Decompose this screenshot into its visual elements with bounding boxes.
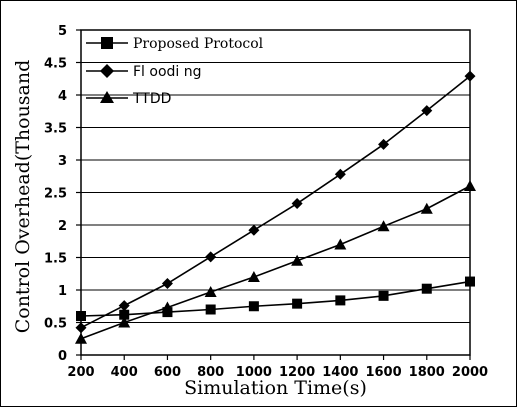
y-tick-label: 4.5 <box>44 57 67 72</box>
data-point-ttdd <box>118 316 131 328</box>
x-tick-label: 2000 <box>452 365 488 380</box>
y-tick-label: 0.5 <box>44 317 67 332</box>
data-point-fl-oodi-ng <box>205 251 217 263</box>
x-tick-label: 1000 <box>236 365 272 380</box>
x-axis-label: Simulation Time(s) <box>184 377 367 399</box>
x-tick-label: 1400 <box>322 365 358 380</box>
data-point-ttdd <box>247 271 260 282</box>
data-point-fl-oodi-ng <box>421 105 433 117</box>
data-point-proposed-protocol <box>248 301 259 312</box>
legend-marker-diamond <box>100 64 114 78</box>
data-point-fl-oodi-ng <box>334 168 346 180</box>
data-point-fl-oodi-ng <box>378 138 390 150</box>
y-tick-labels: 0 0.5 1 1.5 2 2.5 3 3.5 4 4.5 5 <box>44 24 81 364</box>
y-tick-label: 1 <box>58 284 67 299</box>
x-tick-labels: 200 400 600 800 1000 1200 1400 1600 1800 2000 <box>67 355 488 380</box>
data-point-proposed-protocol <box>335 295 346 306</box>
x-tick-label: 200 <box>67 365 94 380</box>
y-tick-label: 3 <box>58 154 67 169</box>
legend-marker-triangle <box>100 91 114 103</box>
data-point-proposed-protocol <box>292 298 303 309</box>
data-point-ttdd <box>291 254 304 266</box>
y-tick-label: 3.5 <box>44 122 67 137</box>
series-line-ttdd <box>80 185 471 340</box>
data-point-fl-oodi-ng <box>248 224 260 236</box>
data-point-fl-oodi-ng <box>161 278 173 289</box>
y-tick-label: 0 <box>58 349 67 364</box>
series-layer <box>75 70 476 344</box>
y-tick-label: 2.5 <box>44 187 67 202</box>
x-tick-label: 800 <box>197 365 224 380</box>
series-line-fl-oodi-ng <box>80 75 471 329</box>
legend-item-ttdd: TTDD <box>86 91 171 107</box>
legend-label-proposed-protocol: Proposed Protocol <box>133 36 264 52</box>
y-tick-label: 1.5 <box>44 252 67 267</box>
legend-label-flooding: Fl oodi ng <box>133 64 202 80</box>
data-point-fl-oodi-ng <box>291 198 303 210</box>
data-point-ttdd <box>161 301 174 313</box>
legend-marker-square <box>101 37 113 49</box>
data-point-ttdd <box>334 238 347 250</box>
legend-item-flooding: Fl oodi ng <box>86 64 202 80</box>
x-tick-label: 1200 <box>279 365 315 380</box>
x-tick-label: 600 <box>154 365 181 380</box>
y-tick-label: 4 <box>58 89 67 104</box>
data-point-proposed-protocol <box>421 283 432 294</box>
legend: Proposed Protocol Fl oodi ng TTDD <box>86 36 264 107</box>
x-tick-label: 1800 <box>409 365 445 380</box>
y-tick-label: 5 <box>58 24 67 39</box>
data-point-ttdd <box>204 285 217 297</box>
legend-label-ttdd: TTDD <box>132 91 171 107</box>
legend-item-proposed-protocol: Proposed Protocol <box>86 36 264 52</box>
data-point-ttdd <box>420 202 433 214</box>
series-line-proposed-protocol <box>80 280 471 317</box>
data-point-fl-oodi-ng <box>118 300 130 312</box>
y-tick-label: 2 <box>58 219 67 234</box>
x-tick-label: 1600 <box>365 365 401 380</box>
data-point-proposed-protocol <box>205 304 216 315</box>
y-axis-label: Control Overhead(Thousand <box>12 60 34 334</box>
data-point-ttdd <box>377 220 390 232</box>
x-tick-label: 400 <box>111 365 138 380</box>
data-point-proposed-protocol <box>378 290 389 301</box>
data-point-proposed-protocol <box>119 309 130 320</box>
